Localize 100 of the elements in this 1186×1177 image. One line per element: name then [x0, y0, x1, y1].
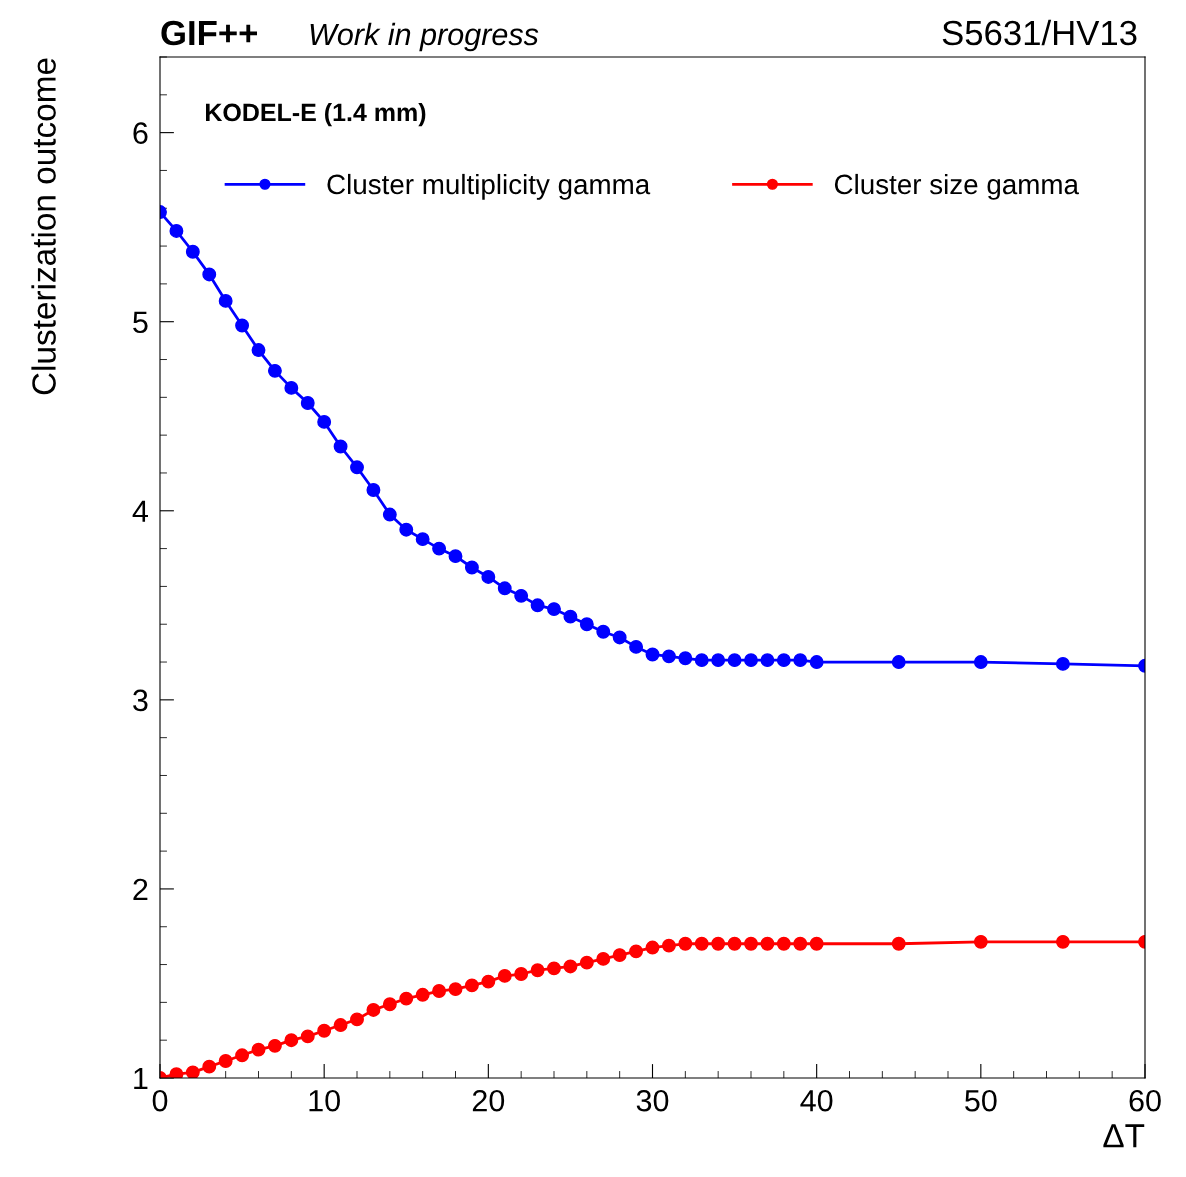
- point: [678, 936, 693, 951]
- point: [645, 940, 660, 955]
- x-tick-label: 10: [309, 1089, 340, 1112]
- point: [760, 936, 775, 951]
- point: [727, 936, 742, 951]
- point: [629, 639, 644, 654]
- point: [711, 936, 726, 951]
- point: [596, 951, 611, 966]
- point: [514, 588, 529, 603]
- point: [317, 1023, 332, 1038]
- point: [185, 244, 200, 259]
- point: [661, 649, 676, 664]
- x-tick-label: 50: [965, 1089, 997, 1112]
- point: [563, 609, 578, 624]
- point: [300, 396, 315, 410]
- y-tick-label: 5: [133, 311, 148, 334]
- point: [547, 602, 561, 617]
- point: [809, 655, 824, 669]
- point: [333, 1018, 348, 1033]
- x-tick-label: 30: [636, 1089, 669, 1112]
- point: [448, 982, 463, 997]
- point: [612, 630, 627, 645]
- point: [399, 522, 414, 537]
- point: [1055, 656, 1070, 671]
- point: [415, 532, 430, 547]
- legend-label: Cluster multiplicity gamma: [327, 173, 651, 200]
- point: [973, 655, 988, 669]
- point: [661, 938, 676, 953]
- point: [202, 267, 217, 282]
- y-axis-title: Clusterization outcome: [31, 58, 56, 395]
- point: [563, 959, 578, 974]
- point: [809, 936, 824, 951]
- text: S5631/HV13: [942, 19, 1137, 46]
- x-axis-title: ΔT: [1103, 1124, 1145, 1148]
- point: [382, 997, 397, 1012]
- y-tick-label: 2: [133, 878, 148, 900]
- point: [744, 936, 758, 951]
- x-tick-label: 20: [472, 1089, 505, 1112]
- point: [481, 974, 496, 989]
- point: [547, 961, 561, 976]
- point: [793, 936, 808, 951]
- point: [481, 570, 496, 584]
- point: [629, 944, 644, 959]
- y-tick-label: 4: [132, 500, 148, 522]
- point: [596, 624, 611, 639]
- point: [284, 1033, 299, 1048]
- point: [399, 991, 414, 1006]
- point: [366, 1002, 381, 1017]
- point: [350, 460, 364, 475]
- point: [169, 1067, 184, 1078]
- y-tick-label: 3: [133, 689, 148, 712]
- point: [744, 653, 758, 668]
- point: [776, 653, 791, 668]
- legend-label: Cluster size gamma: [834, 173, 1079, 200]
- point: [448, 549, 463, 564]
- point: [645, 647, 660, 662]
- point: [760, 653, 775, 668]
- point: [497, 581, 512, 596]
- point: [1055, 934, 1070, 949]
- point: [432, 984, 447, 998]
- point: [579, 955, 594, 970]
- x-tick-label: 0: [152, 1089, 168, 1112]
- point: [464, 978, 479, 993]
- point: [185, 1065, 200, 1078]
- chart-subtitle: Work in progress: [310, 22, 539, 52]
- point: [415, 987, 430, 1002]
- x-tick-label: 40: [800, 1089, 833, 1112]
- point: [267, 1038, 282, 1053]
- point: [793, 653, 808, 668]
- point: [891, 655, 906, 669]
- point: [678, 651, 693, 666]
- y-tick-label: 6: [133, 122, 148, 144]
- point: [776, 936, 791, 951]
- point: [366, 483, 381, 497]
- point: [973, 934, 988, 949]
- point: [333, 439, 348, 454]
- point: [612, 948, 627, 963]
- point: [235, 318, 250, 333]
- point: [432, 541, 447, 556]
- point: [235, 1048, 250, 1063]
- point: [464, 560, 479, 575]
- point: [711, 653, 726, 668]
- point: [891, 936, 906, 951]
- point: [251, 1042, 266, 1057]
- chart-title: GIF++: [161, 20, 258, 46]
- point: [284, 380, 299, 395]
- point: [530, 963, 545, 978]
- point: [579, 617, 594, 632]
- point: [218, 1054, 233, 1068]
- point: [694, 653, 709, 668]
- point: [267, 363, 282, 378]
- point: [530, 598, 545, 613]
- point: [514, 967, 529, 981]
- point: [727, 653, 742, 668]
- point: [497, 968, 512, 983]
- point: [169, 224, 184, 238]
- annotation: KODEL-E (1.4 mm): [206, 102, 426, 127]
- y-tick-label: 1: [134, 1068, 148, 1090]
- point: [694, 936, 709, 951]
- point: [317, 414, 332, 429]
